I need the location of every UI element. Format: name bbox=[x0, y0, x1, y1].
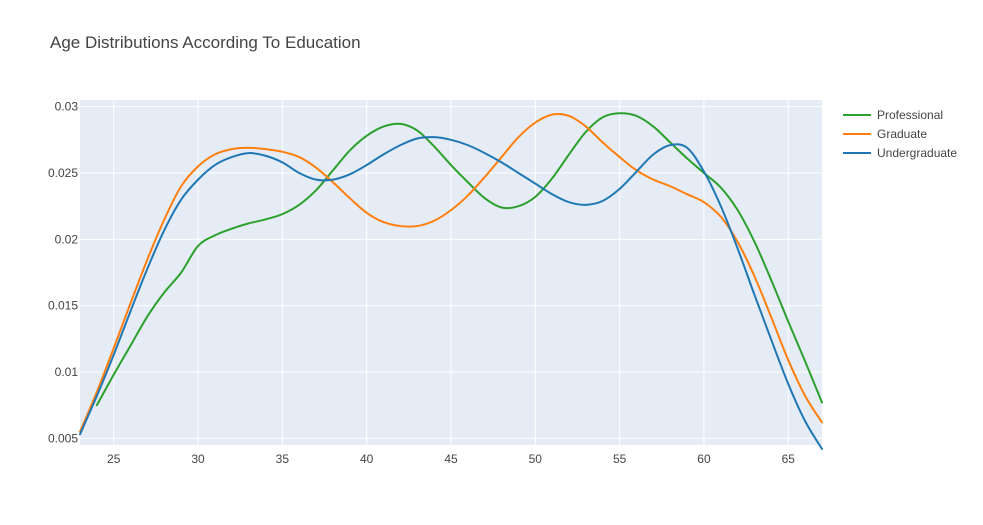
chart-title: Age Distributions According To Education bbox=[50, 33, 361, 52]
y-tick-label: 0.015 bbox=[48, 299, 78, 313]
series-line-graduate[interactable] bbox=[79, 113, 823, 433]
legend-item-graduate[interactable]: Graduate bbox=[843, 127, 927, 141]
y-tick-label: 0.02 bbox=[55, 232, 79, 246]
x-tick-label: 50 bbox=[529, 452, 543, 466]
x-tick-label: 60 bbox=[697, 452, 711, 466]
axis-ticks: 25 30 35 40 45 50 55 60 65 0.005 0.01 0.015 0.02 0.02… bbox=[48, 100, 795, 466]
x-tick-label: 30 bbox=[191, 452, 205, 466]
legend-label: Graduate bbox=[877, 127, 927, 141]
series-line-undergraduate[interactable] bbox=[79, 136, 823, 450]
legend[interactable]: Professional Graduate Undergraduate bbox=[843, 108, 957, 160]
legend-label: Undergraduate bbox=[877, 146, 957, 160]
x-tick-label: 35 bbox=[276, 452, 290, 466]
x-tick-label: 65 bbox=[782, 452, 796, 466]
x-tick-label: 45 bbox=[444, 452, 458, 466]
gridlines bbox=[80, 100, 822, 445]
legend-item-undergraduate[interactable]: Undergraduate bbox=[843, 146, 957, 160]
legend-item-professional[interactable]: Professional bbox=[843, 108, 943, 122]
x-tick-label: 55 bbox=[613, 452, 627, 466]
y-tick-label: 0.025 bbox=[48, 166, 78, 180]
y-tick-label: 0.01 bbox=[55, 365, 79, 379]
x-tick-label: 40 bbox=[360, 452, 374, 466]
y-tick-label: 0.03 bbox=[55, 100, 79, 114]
series-lines bbox=[79, 112, 823, 450]
x-tick-label: 25 bbox=[107, 452, 121, 466]
legend-label: Professional bbox=[877, 108, 943, 122]
y-tick-label: 0.005 bbox=[48, 431, 78, 445]
series-line-professional[interactable] bbox=[95, 112, 823, 407]
